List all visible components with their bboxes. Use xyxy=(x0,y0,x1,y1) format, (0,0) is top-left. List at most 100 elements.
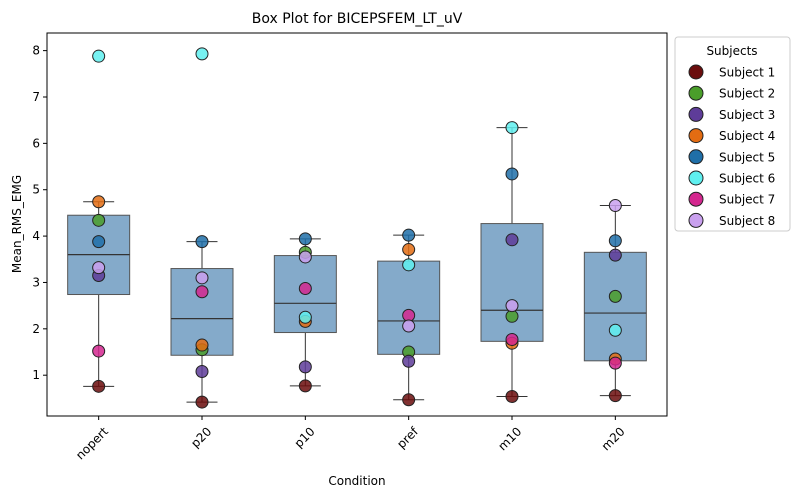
legend-item: Subject 2 xyxy=(688,85,775,101)
data-point xyxy=(505,332,519,346)
x-tick-label: p20 xyxy=(188,424,214,450)
series-subject-6 xyxy=(92,47,622,337)
legend-items: Subject 1 Subject 2 Subject 3 Subject 4 Subj… xyxy=(688,64,775,228)
data-point xyxy=(402,258,416,272)
series-subject-7 xyxy=(92,281,622,370)
series-subject-1 xyxy=(92,379,622,409)
x-tick-label: nopert xyxy=(73,424,111,462)
plot-area-frame xyxy=(46,32,668,417)
data-point xyxy=(92,49,106,63)
series-subject-8 xyxy=(92,198,622,333)
legend-item: Subject 3 xyxy=(688,106,775,122)
data-point xyxy=(608,198,622,212)
data-point xyxy=(298,360,312,374)
data-point xyxy=(402,393,416,407)
data-point xyxy=(608,234,622,248)
data-point xyxy=(402,319,416,333)
subject-points-layer xyxy=(92,47,622,409)
series-subject-3 xyxy=(92,233,622,378)
data-point xyxy=(298,281,312,295)
data-point xyxy=(402,243,416,257)
legend-item: Subject 7 xyxy=(688,191,775,207)
data-point xyxy=(608,289,622,303)
data-point xyxy=(195,395,209,409)
legend-item: Subject 1 xyxy=(688,64,775,80)
legend-label: Subject 4 xyxy=(719,129,775,143)
legend-marker xyxy=(688,64,704,80)
data-point xyxy=(195,47,209,61)
data-point xyxy=(92,379,106,393)
data-point xyxy=(505,167,519,181)
y-tick-label: 4 xyxy=(32,229,40,243)
y-tick-label: 6 xyxy=(32,136,40,150)
x-tick-label: m10 xyxy=(495,424,524,453)
legend-item: Subject 4 xyxy=(688,128,775,144)
x-axis-label: Condition xyxy=(328,474,385,488)
x-axis: nopert p20 p10 pref m10 m20 xyxy=(73,416,628,462)
y-tick-label: 2 xyxy=(32,322,40,336)
legend-label: Subject 8 xyxy=(719,214,775,228)
legend-label: Subject 7 xyxy=(719,193,775,207)
legend-item: Subject 6 xyxy=(688,170,775,186)
legend-label: Subject 1 xyxy=(719,66,775,80)
legend-marker xyxy=(688,128,704,144)
data-point xyxy=(608,248,622,262)
box-nopert xyxy=(67,201,131,387)
iqr-box xyxy=(377,260,441,355)
legend-label: Subject 5 xyxy=(719,150,775,164)
y-axis-label: Mean_RMS_EMG xyxy=(10,175,24,273)
data-point xyxy=(195,235,209,249)
data-point xyxy=(298,232,312,246)
series-subject-5 xyxy=(92,167,622,249)
chart-title: Box Plot for BICEPSFEM_LT_uV xyxy=(252,11,463,27)
data-point xyxy=(195,285,209,299)
data-point xyxy=(195,364,209,378)
data-point xyxy=(92,261,106,275)
legend-marker xyxy=(688,170,704,186)
y-axis: 1 2 3 4 5 6 7 8 xyxy=(32,44,47,382)
x-tick-label: p10 xyxy=(292,424,318,450)
legend-marker xyxy=(688,191,704,207)
iqr-box xyxy=(583,251,647,362)
legend-marker xyxy=(688,85,704,101)
legend-item: Subject 5 xyxy=(688,149,775,165)
y-tick-label: 1 xyxy=(32,368,40,382)
legend-label: Subject 3 xyxy=(719,108,775,122)
data-point xyxy=(298,379,312,393)
legend-item: Subject 8 xyxy=(688,212,775,228)
data-point xyxy=(505,233,519,247)
data-point xyxy=(402,228,416,242)
y-tick-label: 8 xyxy=(32,44,40,58)
legend-marker xyxy=(688,149,704,165)
data-point xyxy=(92,213,106,227)
x-tick-label: m20 xyxy=(599,424,628,453)
data-point xyxy=(505,299,519,313)
legend-title: Subjects xyxy=(706,44,757,58)
legend-marker xyxy=(688,212,704,228)
data-point xyxy=(92,195,106,209)
data-point xyxy=(92,235,106,249)
data-point xyxy=(608,356,622,370)
data-point xyxy=(195,271,209,285)
y-tick-label: 5 xyxy=(32,183,40,197)
y-tick-label: 3 xyxy=(32,275,40,289)
x-tick-label: pref xyxy=(394,424,421,451)
data-point xyxy=(402,354,416,368)
box-p20 xyxy=(170,241,234,403)
legend-label: Subject 2 xyxy=(719,87,775,101)
boxes-layer xyxy=(67,127,647,403)
data-point xyxy=(195,338,209,352)
legend-marker xyxy=(688,106,704,122)
data-point xyxy=(505,390,519,404)
data-point xyxy=(298,310,312,324)
data-point xyxy=(505,121,519,135)
data-point xyxy=(92,344,106,358)
y-tick-label: 7 xyxy=(32,90,40,104)
data-point xyxy=(608,389,622,403)
data-point xyxy=(608,323,622,337)
data-point xyxy=(298,250,312,264)
legend-frame xyxy=(674,36,791,232)
legend-label: Subject 6 xyxy=(719,172,775,186)
